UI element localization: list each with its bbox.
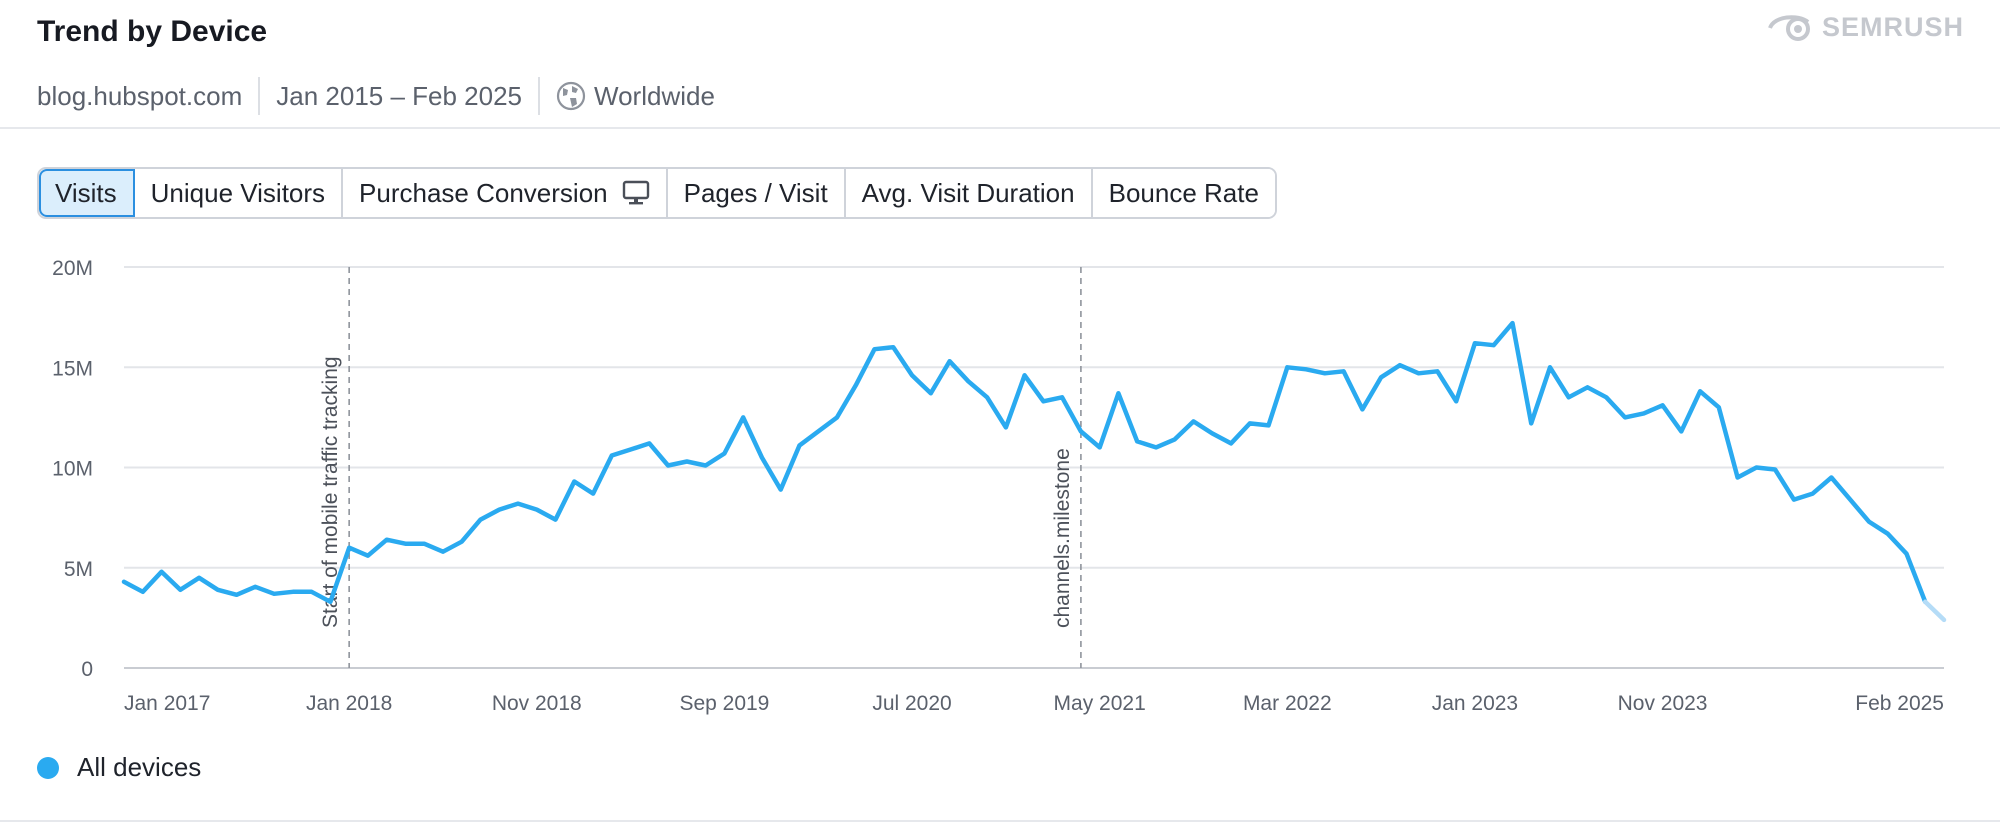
brand-name: SEMRUSH <box>1821 12 1964 42</box>
tab-pages-per-visit[interactable]: Pages / Visit <box>667 169 846 217</box>
globe-icon <box>556 81 586 111</box>
visits-line-chart: 0 5M 10M 15M 20M Jan 2017 Jan 2018 Nov 2018 Sep … <box>52 257 1947 715</box>
x-tick-label: Jan 2017 <box>124 692 210 715</box>
x-tick-label: May 2021 <box>1054 692 1146 715</box>
semrush-logo-icon <box>1768 14 1810 41</box>
tab-purchase-conversion[interactable]: Purchase Conversion <box>343 169 668 217</box>
annotation-label: channels.milestone <box>1051 448 1074 628</box>
x-tick-label: Nov 2018 <box>492 692 582 715</box>
x-tick-label: Nov 2023 <box>1618 692 1708 715</box>
y-tick-label: 5M <box>64 558 93 581</box>
desktop-monitor-icon <box>622 180 650 206</box>
tab-bounce-rate[interactable]: Bounce Rate <box>1092 169 1275 217</box>
header-divider <box>0 127 2000 129</box>
chart-legend: All devices <box>37 752 201 783</box>
legend-label: All devices <box>77 752 202 782</box>
tab-label: Unique Visitors <box>150 177 326 208</box>
annotation-label: Start of mobile traffic tracking <box>319 356 342 628</box>
date-range-label: Jan 2015 – Feb 2025 <box>276 80 523 111</box>
tab-avg-visit-duration[interactable]: Avg. Visit Duration <box>845 169 1093 217</box>
x-tick-label: Feb 2025 <box>1855 692 1944 715</box>
tab-unique-visitors[interactable]: Unique Visitors <box>134 169 344 217</box>
tab-label: Bounce Rate <box>1108 177 1259 208</box>
y-tick-label: 15M <box>52 357 93 380</box>
x-tick-label: Sep 2019 <box>679 692 769 715</box>
tab-label: Purchase Conversion <box>359 177 608 208</box>
widget-meta: blog.hubspot.com Jan 2015 – Feb 2025 Wor… <box>37 77 715 115</box>
y-tick-label: 20M <box>52 257 93 280</box>
tab-label: Visits <box>55 177 117 208</box>
tab-label: Pages / Visit <box>683 177 828 208</box>
metric-tabs: Visits Unique Visitors Purchase Conversi… <box>37 167 1277 219</box>
series-line-projected <box>1922 599 1947 623</box>
legend-dot <box>37 756 59 779</box>
y-tick-label: 0 <box>81 658 93 681</box>
region-label: Worldwide <box>594 80 715 111</box>
y-tick-label: 10M <box>52 458 93 481</box>
series-line-all-devices <box>121 320 1928 605</box>
domain-label: blog.hubspot.com <box>37 80 243 111</box>
semrush-logo: SEMRUSH <box>1768 12 1964 43</box>
tab-label: Avg. Visit Duration <box>861 177 1075 208</box>
x-tick-label: Jul 2020 <box>872 692 951 715</box>
widget-title: Trend by Device <box>37 15 268 48</box>
x-tick-label: Jan 2023 <box>1432 692 1518 715</box>
meta-divider <box>258 77 261 115</box>
x-tick-label: Jan 2018 <box>306 692 392 715</box>
x-tick-label: Mar 2022 <box>1243 692 1332 715</box>
meta-divider <box>538 77 541 115</box>
tab-visits[interactable]: Visits <box>39 169 135 217</box>
